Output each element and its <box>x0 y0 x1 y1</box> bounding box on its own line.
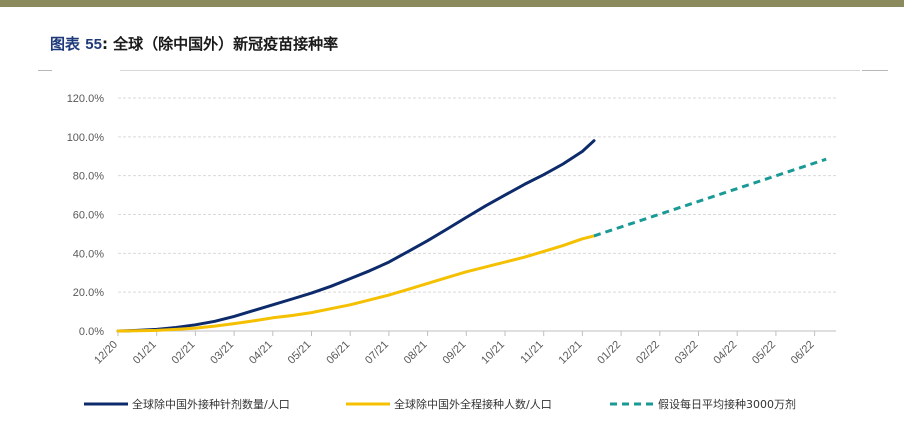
y-tick-label: 120.0% <box>67 93 105 105</box>
figure-label: 图表 <box>50 35 81 53</box>
figure-title-text: 全球（除中国外）新冠疫苗接种率 <box>113 35 339 53</box>
y-tick-label: 80.0% <box>73 171 104 183</box>
series-line-2 <box>116 234 596 333</box>
y-tick-label: 20.0% <box>73 287 104 299</box>
x-tick-label: 11/21 <box>518 339 545 366</box>
legend-label-3: 假设每日平均接种3000万剂 <box>658 397 796 411</box>
x-tick-label: 02/22 <box>634 339 662 367</box>
header-rule-left <box>38 70 52 71</box>
figure-separator: : <box>101 35 108 53</box>
grid-lines <box>118 97 836 293</box>
header-rule-middle <box>120 70 860 71</box>
legend-label-2: 全球除中国外全程接种人数/人口 <box>394 397 552 411</box>
x-tick-label: 04/22 <box>711 339 739 367</box>
x-tick-label: 12/20 <box>92 339 120 367</box>
y-tick-label: 0.0% <box>79 326 104 338</box>
legend-label-1: 全球除中国外接种针剂数量/人口 <box>132 397 290 411</box>
x-tick-label: 07/21 <box>363 339 391 367</box>
series-line-1 <box>116 139 596 333</box>
y-axis-ticks: 0.0% 20.0% 40.0% 60.0% 80.0% 100.0% 120.0% <box>67 93 105 338</box>
y-tick-label: 40.0% <box>73 248 104 260</box>
legend: 全球除中国外接种针剂数量/人口 全球除中国外全程接种人数/人口 假设每日平均接种30… <box>84 397 796 411</box>
x-axis: 12/20 01/21 02/21 03/21 04/21 05/21 06/21 07/21… <box>92 330 836 367</box>
series-line-3 <box>593 157 827 238</box>
x-tick-label: 01/22 <box>595 339 623 367</box>
x-tick-label: 05/21 <box>286 339 314 367</box>
series-lines <box>116 139 827 333</box>
x-tick-label: 03/22 <box>673 339 701 367</box>
figure-title: 图表 55: 全球（除中国外）新冠疫苗接种率 <box>50 33 338 54</box>
x-tick-label: 02/21 <box>170 339 198 367</box>
x-tick-label: 04/21 <box>247 339 275 367</box>
x-tick-label: 05/22 <box>750 339 778 367</box>
x-tick-label: 10/21 <box>479 339 507 367</box>
figure-number: 55 <box>85 36 102 53</box>
x-tick-label: 06/21 <box>324 339 352 367</box>
x-tick-label: 03/21 <box>208 339 236 367</box>
top-accent-bar <box>0 0 904 7</box>
x-tick-label: 12/21 <box>557 339 585 367</box>
x-tick-label: 09/21 <box>440 339 468 367</box>
x-tick-label: 08/21 <box>402 339 430 367</box>
x-tick-label: 06/22 <box>789 339 817 367</box>
x-tick-label: 01/21 <box>131 339 159 367</box>
header-rule-right <box>862 70 888 71</box>
y-tick-label: 100.0% <box>67 132 105 144</box>
y-tick-label: 60.0% <box>73 210 104 222</box>
